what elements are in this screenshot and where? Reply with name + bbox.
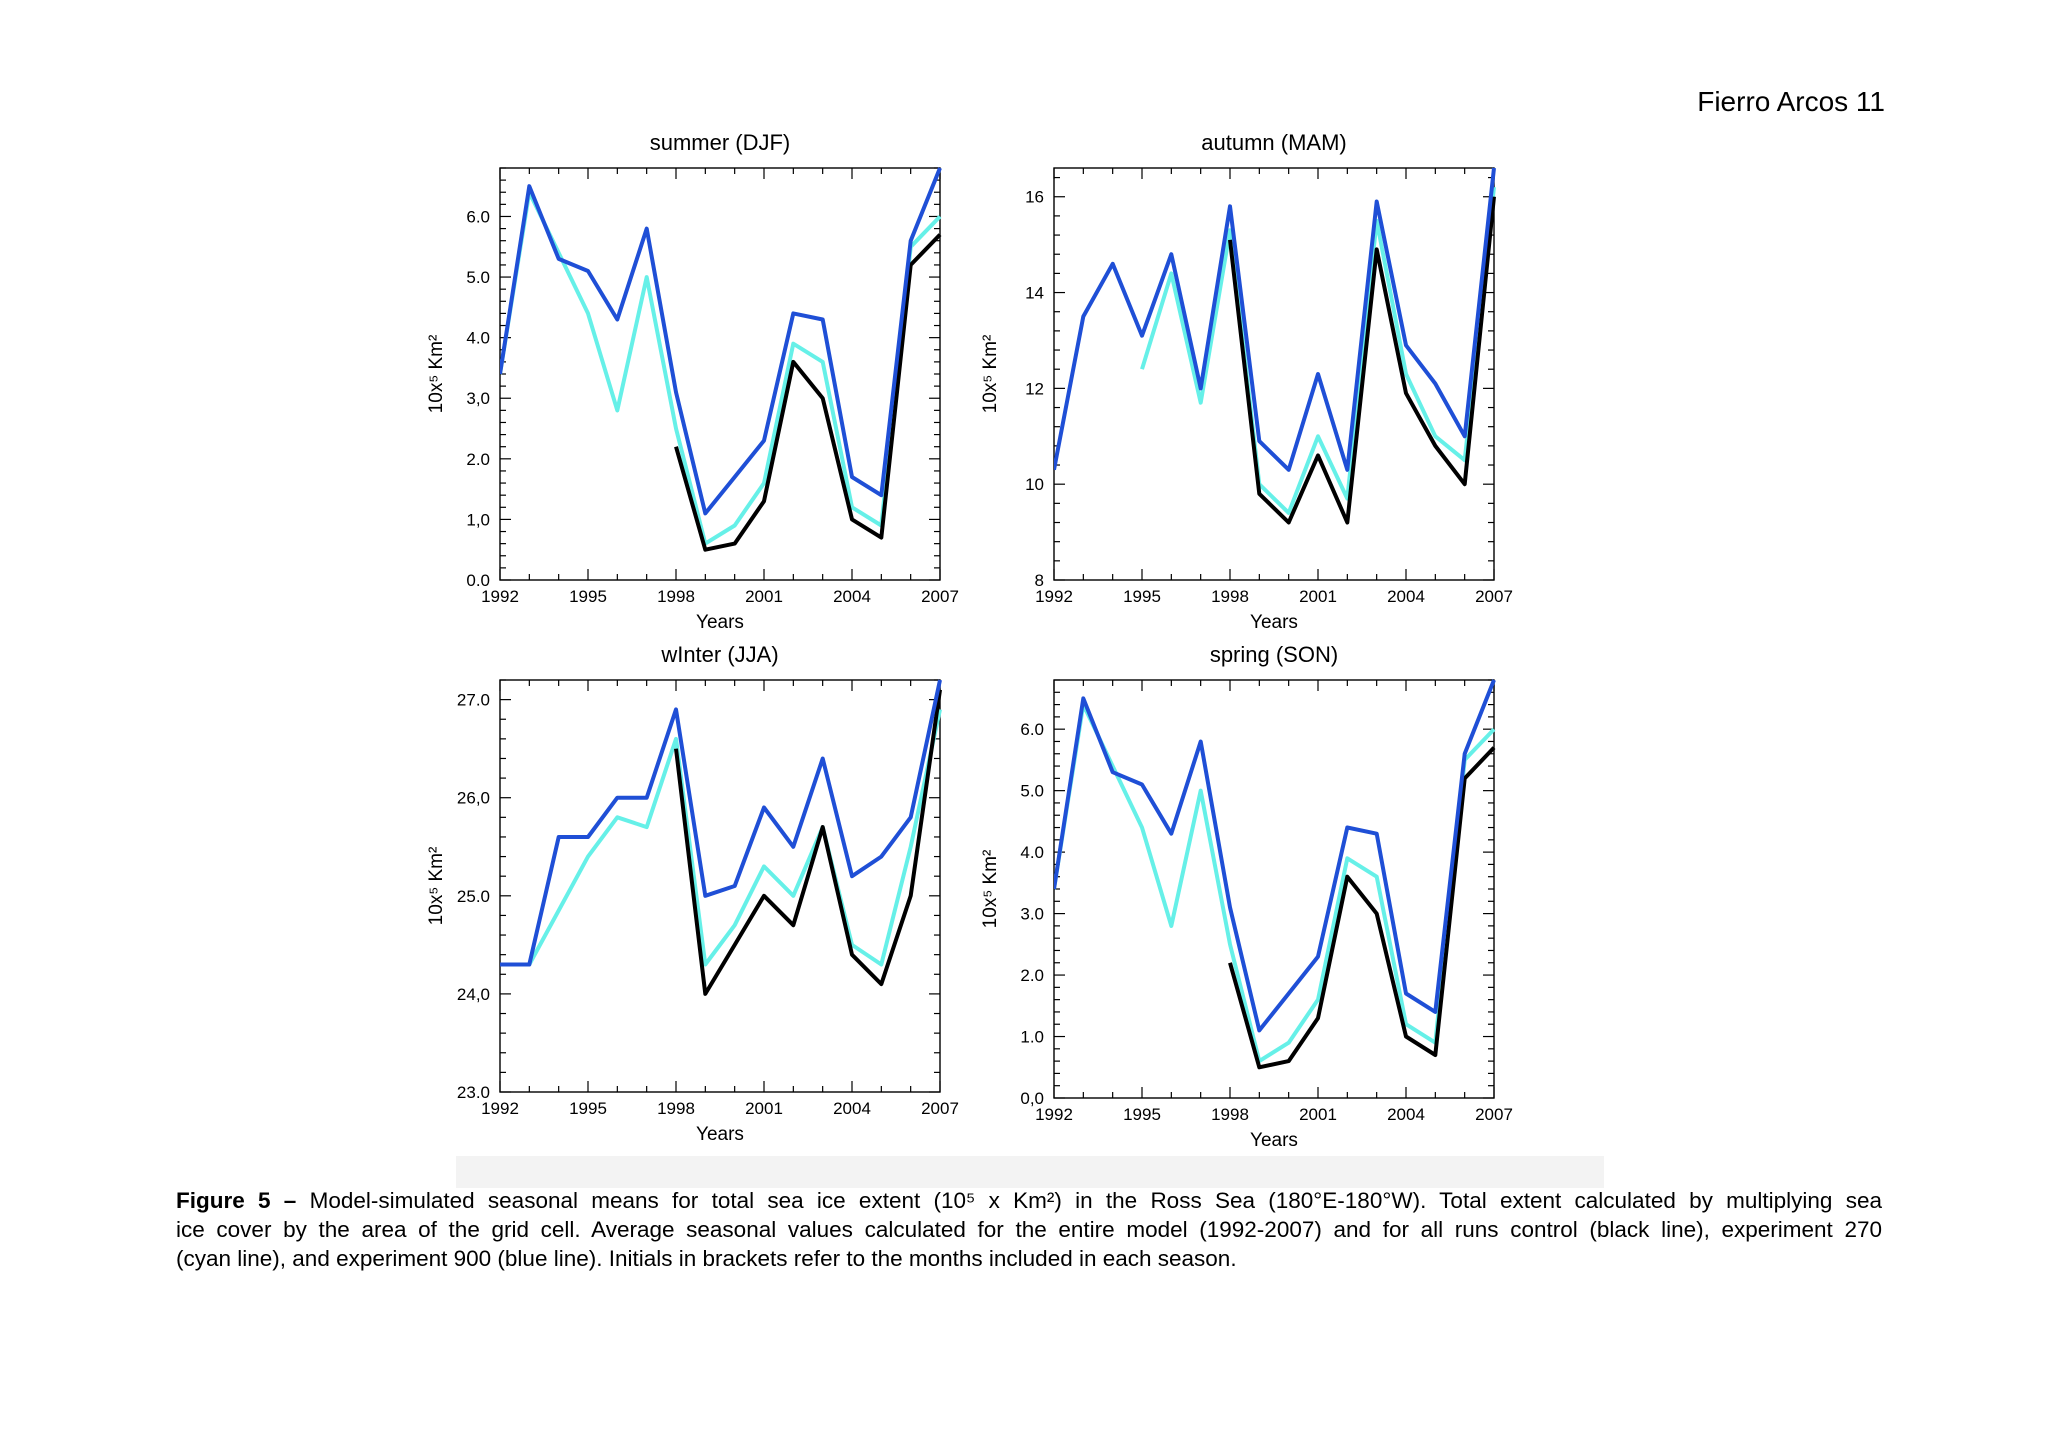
plot-frame <box>499 679 941 1093</box>
chart-title: summer (DJF) <box>650 130 791 155</box>
plot-frame <box>1053 167 1495 581</box>
x-tick-label: 2007 <box>921 587 959 606</box>
caption-line-1: Figure 5 – Model-simulated seasonal mean… <box>176 1186 1882 1215</box>
series-line-exp900 <box>1054 167 1496 472</box>
x-tick-label: 2004 <box>1387 587 1425 606</box>
page-header: Fierro Arcos 11 <box>1697 86 1885 117</box>
x-tick-label: 2004 <box>833 1099 871 1118</box>
chart-spring: spring (SON) 1992 1995 1998 2001 2004 2007 Year… <box>980 642 1513 1151</box>
chart-autumn: autumn (MAM) 1992 1995 1998 2001 2004 2007 Year… <box>980 130 1513 633</box>
caption-label: Figure 5 – <box>176 1188 297 1213</box>
x-tick-label: 1998 <box>1211 587 1249 606</box>
y-tick-label: 0,0 <box>1020 1089 1044 1108</box>
y-tick-label: 27.0 <box>457 691 490 710</box>
x-tick-label: 2007 <box>1475 1105 1513 1124</box>
y-tick-label: 4.0 <box>466 329 490 348</box>
x-tick-label: 2007 <box>921 1099 959 1118</box>
x-tick-label: 1995 <box>1123 587 1161 606</box>
chart-winter: wInter (JJA) 1992 1995 1998 2001 2004 2007 Year… <box>426 642 959 1145</box>
x-tick-label: 2001 <box>745 1099 783 1118</box>
x-tick-label: 1995 <box>569 1099 607 1118</box>
x-axis-label: Years <box>1250 1130 1298 1151</box>
chart-summer: summer (DJF) 1992 1995 1998 2001 2004 2007 Year… <box>426 130 959 633</box>
x-tick-label: 2001 <box>1299 1105 1337 1124</box>
series-line-exp900 <box>500 679 942 967</box>
x-tick-label: 1995 <box>569 587 607 606</box>
y-tick-label: 12 <box>1025 379 1044 398</box>
x-tick-label: 1995 <box>1123 1105 1161 1124</box>
x-tick-label: 1998 <box>657 1099 695 1118</box>
y-tick-label: 24,0 <box>457 985 490 1004</box>
figure-shade <box>456 1156 1604 1188</box>
chart-title: wInter (JJA) <box>660 642 778 667</box>
series-line-control <box>674 233 942 552</box>
y-tick-label: 16 <box>1025 188 1044 207</box>
figure-caption: Figure 5 – Model-simulated seasonal mean… <box>176 1186 1882 1273</box>
x-tick-label: 2001 <box>1299 587 1337 606</box>
series-line-control <box>674 689 942 996</box>
caption-line-2: ice cover by the area of the grid cell. … <box>176 1217 1882 1242</box>
series-line-exp900 <box>500 167 942 516</box>
y-tick-label: 10 <box>1025 475 1044 494</box>
y-tick-label: 4.0 <box>1020 843 1044 862</box>
y-tick-label: 2.0 <box>466 450 490 469</box>
y-axis-label: 10x⁵ Km² <box>426 847 447 926</box>
x-axis-label: Years <box>1250 612 1298 633</box>
y-axis-label: 10x⁵ Km² <box>980 335 1001 414</box>
series-line-exp270 <box>1140 186 1496 515</box>
y-tick-label: 3,0 <box>466 389 490 408</box>
x-tick-label: 1992 <box>1035 587 1073 606</box>
y-tick-label: 5.0 <box>466 268 490 287</box>
series-line-exp900 <box>1054 679 1496 1033</box>
y-tick-label: 6.0 <box>1020 720 1044 739</box>
y-tick-label: 1.0 <box>1020 1028 1044 1047</box>
y-tick-label: 6.0 <box>466 207 490 226</box>
y-tick-label: 26,0 <box>457 789 490 808</box>
y-tick-label: 14 <box>1025 284 1044 303</box>
x-tick-label: 1992 <box>481 1099 519 1118</box>
x-tick-label: 2007 <box>1475 587 1513 606</box>
plot-frame <box>1053 679 1495 1099</box>
series-line-control <box>1228 746 1496 1070</box>
chart-title: spring (SON) <box>1210 642 1338 667</box>
y-tick-label: 25.0 <box>457 887 490 906</box>
y-tick-label: 1,0 <box>466 510 490 529</box>
x-tick-label: 1998 <box>657 587 695 606</box>
chart-title: autumn (MAM) <box>1201 130 1346 155</box>
x-axis-label: Years <box>696 612 744 633</box>
x-tick-label: 2004 <box>1387 1105 1425 1124</box>
series-line-exp270 <box>1054 702 1496 1064</box>
plot-frame <box>499 167 941 581</box>
y-axis-label: 10x⁵ Km² <box>980 850 1001 929</box>
y-tick-label: 0.0 <box>466 571 490 590</box>
series-line-control <box>1228 196 1496 525</box>
caption-text-1: Model-simulated seasonal means for total… <box>309 1188 1882 1213</box>
x-tick-label: 2004 <box>833 587 871 606</box>
y-tick-label: 8 <box>1035 571 1044 590</box>
y-tick-label: 23.0 <box>457 1083 490 1102</box>
series-line-exp270 <box>500 708 942 967</box>
x-tick-label: 1998 <box>1211 1105 1249 1124</box>
y-tick-label: 2.0 <box>1020 966 1044 985</box>
x-axis-label: Years <box>696 1124 744 1145</box>
x-tick-label: 1992 <box>481 587 519 606</box>
y-tick-label: 3.0 <box>1020 905 1044 924</box>
x-tick-label: 1992 <box>1035 1105 1073 1124</box>
caption-line-3: (cyan line), and experiment 900 (blue li… <box>176 1246 1237 1271</box>
figure-panel <box>456 166 1604 1188</box>
x-tick-label: 2001 <box>745 587 783 606</box>
series-line-exp270 <box>500 190 942 546</box>
y-tick-label: 5.0 <box>1020 782 1044 801</box>
y-axis-label: 10x⁵ Km² <box>426 335 447 414</box>
